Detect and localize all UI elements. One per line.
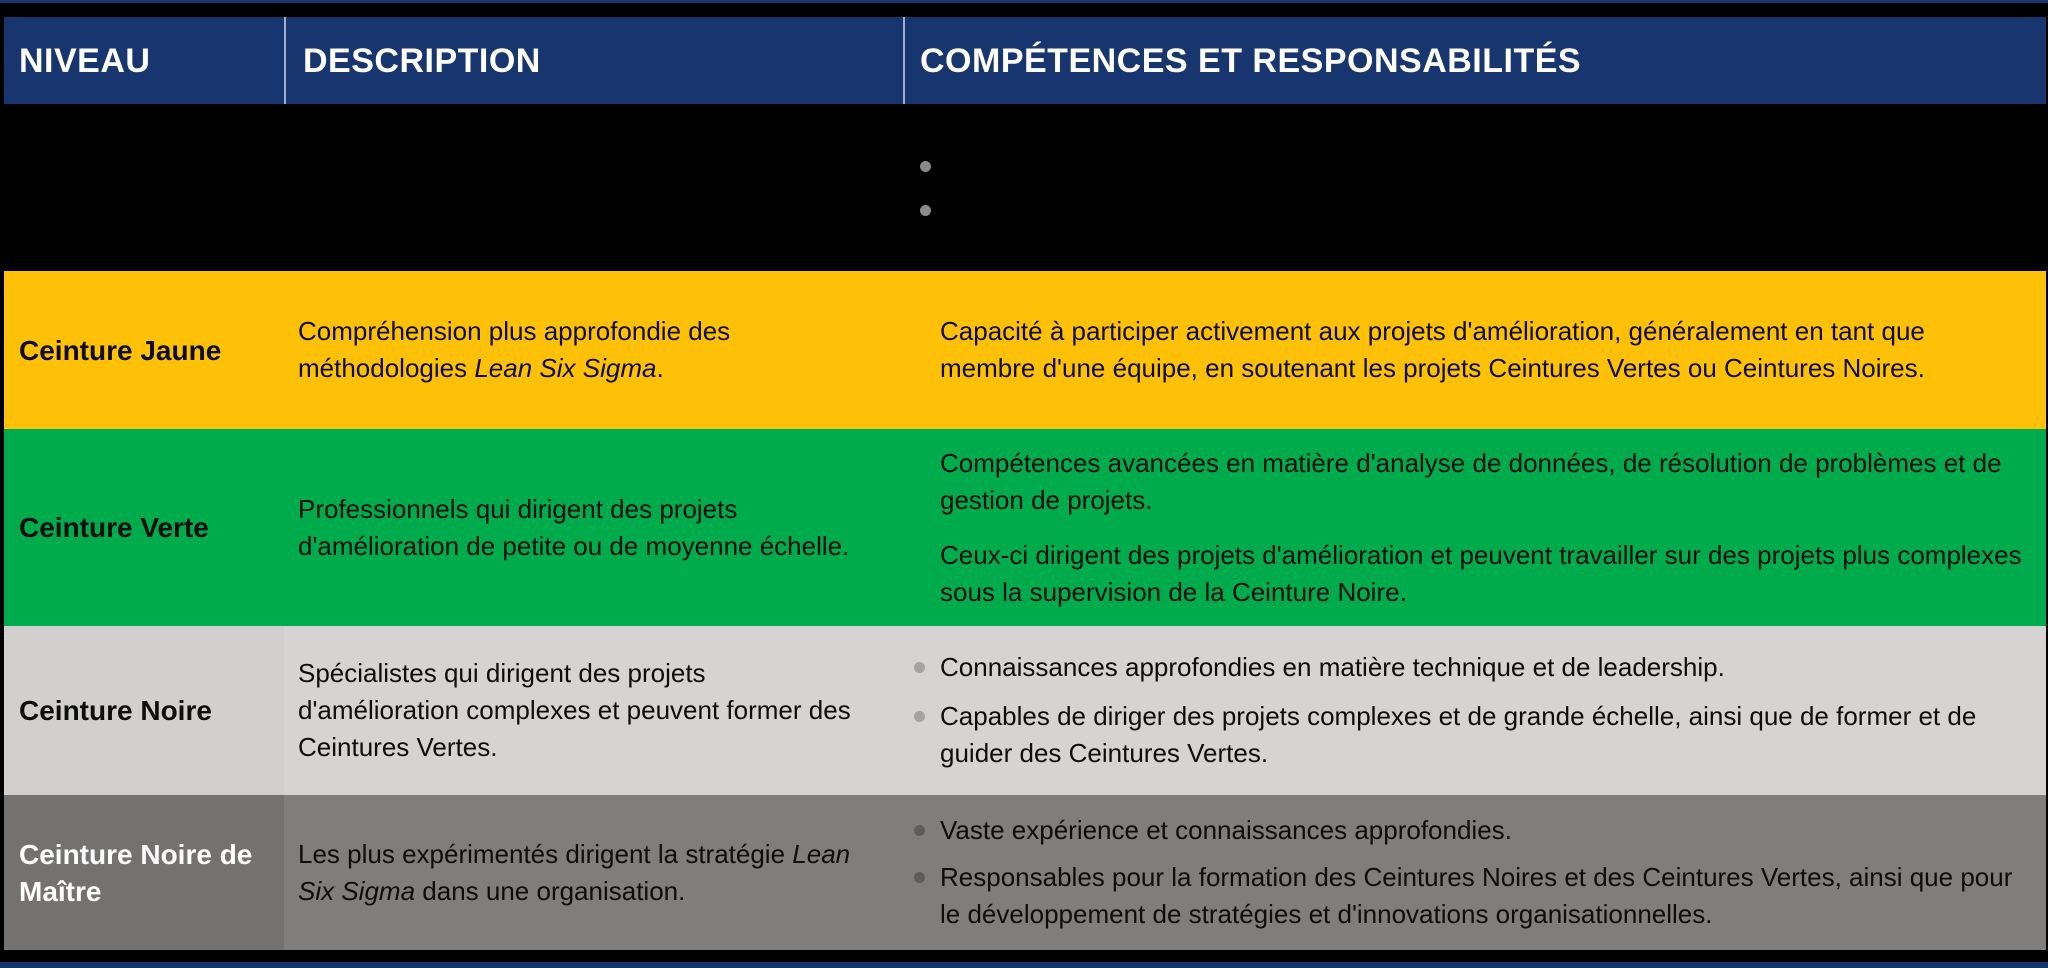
description-cell: Compréhension plus approfondie des métho… [284,271,903,429]
description-text: Spécialistes qui dirigent des projets d'… [298,658,851,762]
description-text: Compréhension plus approfondie des métho… [298,316,731,383]
level-label: Ceinture Noire [19,695,212,726]
list-item: Responsables pour la formation des Ceint… [903,859,2022,933]
description-cell: Professionnels qui dirigent des projets … [284,429,903,626]
header-cell-description: DESCRIPTION [284,17,903,104]
description-text: Professionnels qui dirigent des projets … [298,493,850,561]
list-item-text: Compétences avancées en matière d'analys… [940,447,2002,515]
list-item: Ceux-ci dirigent des projets d'améliorat… [940,537,2022,611]
level-cell: Ceinture Jaune [4,271,284,429]
bullet-icon [920,204,931,216]
list-item-text: Capables de diriger des projets complexe… [940,701,1977,768]
description-cell: Spécialistes qui dirigent des projets d'… [284,626,903,795]
table-row-ceinture-verte: Ceinture Verte Professionnels qui dirige… [4,429,2046,626]
bullet-icon [920,160,931,172]
list-item: Vaste expérience et connaissances approf… [903,812,2022,849]
competences-cell: Capacité à participer activement aux pro… [903,271,2046,429]
list-item: Compétences avancées en matière d'analys… [940,445,2022,519]
header-label: DESCRIPTION [303,41,541,80]
level-label: Ceinture Noire de Maître [19,838,253,907]
bullet-icon [914,711,925,722]
table-row-ceinture-noire-de-maitre: Ceinture Noire de Maître Les plus expéri… [4,795,2046,950]
list-item-text: Connaissances approfondies en matière te… [940,652,1725,682]
list-item: Capables de diriger des projets complexe… [903,698,2022,772]
list-item-text: Responsables pour la formation des Ceint… [940,862,2013,929]
list-item [903,192,2022,228]
belt-table: NIVEAU DESCRIPTION COMPÉTENCES ET RESPON… [4,17,2046,950]
list-item-text: Ceux-ci dirigent des projets d'améliorat… [940,539,2022,607]
list-item-text: Capacité à participer activement aux pro… [940,316,1925,383]
description-text: Les plus expérimentés dirigent la straté… [298,838,851,906]
level-label: Ceinture Jaune [19,334,222,366]
level-label: Ceinture Verte [19,512,209,543]
table-row-ceinture-noire: Ceinture Noire Spécialistes qui dirigent… [4,626,2046,795]
header-cell-niveau: NIVEAU [4,17,284,104]
competences-cell: Vaste expérience et connaissances approf… [903,795,2046,950]
competences-cell [903,104,2046,271]
bottom-accent-line [0,962,2048,968]
header-label: NIVEAU [19,41,151,80]
level-cell [4,104,284,271]
description-cell [284,104,903,271]
level-cell: Ceinture Noire [4,626,284,795]
table-row-blank [4,104,2046,271]
description-cell: Les plus expérimentés dirigent la straté… [284,795,903,950]
bullet-icon [914,872,925,883]
level-cell: Ceinture Noire de Maître [4,795,284,950]
bullet-icon [914,825,925,836]
top-accent-line [0,0,2048,3]
list-item-text: Vaste expérience et connaissances approf… [940,815,1512,845]
list-item: Capacité à participer activement aux pro… [940,313,2022,387]
header-cell-competences: COMPÉTENCES ET RESPONSABILITÉS [903,17,2046,104]
competences-cell: Compétences avancées en matière d'analys… [903,429,2046,626]
table-header-row: NIVEAU DESCRIPTION COMPÉTENCES ET RESPON… [4,17,2046,104]
level-cell: Ceinture Verte [4,429,284,626]
header-label: COMPÉTENCES ET RESPONSABILITÉS [920,41,1582,80]
list-item: Connaissances approfondies en matière te… [903,649,2022,686]
table-row-ceinture-jaune: Ceinture Jaune Compréhension plus approf… [4,271,2046,429]
list-item [903,148,2022,184]
bullet-icon [914,662,925,673]
competences-cell: Connaissances approfondies en matière te… [903,626,2046,795]
